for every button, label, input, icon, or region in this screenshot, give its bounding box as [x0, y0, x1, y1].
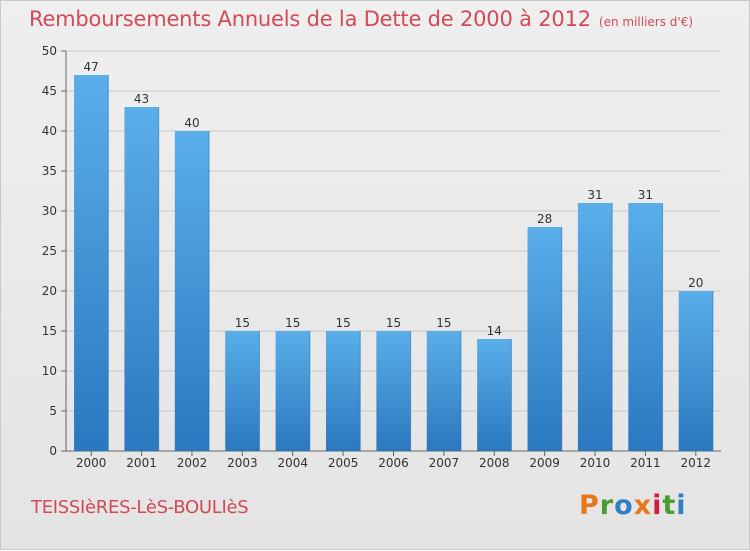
x-tick-label: 2012	[681, 456, 712, 470]
logo-letter: i	[676, 490, 687, 521]
logo-letter: o	[614, 490, 634, 521]
x-tick-label: 2010	[580, 456, 611, 470]
x-tick-label: 2009	[529, 456, 560, 470]
x-tick-label: 2007	[429, 456, 460, 470]
y-tick-label: 20	[42, 284, 57, 298]
y-tick-label: 15	[42, 324, 57, 338]
bar-2004	[275, 331, 310, 451]
x-tick-label: 2000	[76, 456, 107, 470]
bar-2007	[426, 331, 462, 451]
x-tick-label: 2006	[378, 456, 409, 470]
bar-2002	[174, 131, 210, 451]
y-tick-labels: 0 5 10 15 20 25 30 35 40 45 50	[42, 44, 57, 458]
data-label: 43	[134, 92, 149, 106]
data-label: 28	[537, 212, 552, 226]
bar-2001	[124, 107, 159, 451]
data-label: 20	[688, 276, 703, 290]
data-labels: 47 43 40 15 15 15 15 15 14 28 31 31 20	[84, 60, 704, 338]
bar-2005	[325, 331, 361, 451]
y-tick-label: 50	[42, 44, 57, 58]
x-tick-label: 2005	[328, 456, 359, 470]
y-tick-label: 25	[42, 244, 57, 258]
y-tick-label: 0	[49, 444, 57, 458]
data-label: 15	[436, 316, 451, 330]
logo-letter: t	[662, 490, 677, 521]
x-tick-label: 2008	[479, 456, 510, 470]
x-tick-label: 2002	[177, 456, 208, 470]
bar-2003	[225, 331, 260, 451]
data-label: 40	[184, 116, 199, 130]
logo-letter: i	[652, 490, 663, 521]
chart-subtitle: (en milliers d'€)	[598, 15, 694, 29]
logo-letter: P	[579, 490, 600, 521]
y-tick-label: 35	[42, 164, 57, 178]
bar-2012	[678, 291, 713, 451]
y-tick-label: 5	[49, 404, 57, 418]
bar-2011	[628, 203, 663, 451]
data-label: 15	[235, 316, 250, 330]
y-tick-label: 30	[42, 204, 57, 218]
x-tick-label: 2001	[126, 456, 157, 470]
commune-name: TEISSIèRES-LèS-BOULIèS	[31, 497, 249, 518]
data-label: 15	[335, 316, 350, 330]
x-tick-label: 2004	[277, 456, 308, 470]
bar-2009	[527, 227, 562, 451]
y-tick-label: 45	[42, 84, 57, 98]
x-tick-label: 2003	[227, 456, 258, 470]
data-label: 15	[386, 316, 401, 330]
proxiti-logo[interactable]: Proxiti	[579, 490, 687, 521]
bar-2006	[376, 331, 411, 451]
logo-letter: x	[633, 490, 653, 521]
bar-2000	[74, 75, 109, 451]
y-tick-label: 10	[42, 364, 57, 378]
data-label: 31	[587, 188, 602, 202]
bars	[74, 75, 714, 451]
bar-2010	[577, 203, 613, 451]
data-label: 14	[487, 324, 502, 338]
x-tick-label: 2011	[630, 456, 661, 470]
chart-title-text: Remboursements Annuels de la Dette de 20…	[29, 7, 591, 31]
data-label: 15	[285, 316, 300, 330]
data-label: 47	[84, 60, 99, 74]
data-label: 31	[638, 188, 653, 202]
chart-title: Remboursements Annuels de la Dette de 20…	[29, 7, 693, 31]
logo-letter: r	[599, 490, 615, 521]
bar-2008	[477, 339, 512, 451]
x-tick-labels: 2000 2001 2002 2003 2004 2005 2006 2007 2008 2009…	[76, 456, 711, 470]
y-tick-label: 40	[42, 124, 57, 138]
